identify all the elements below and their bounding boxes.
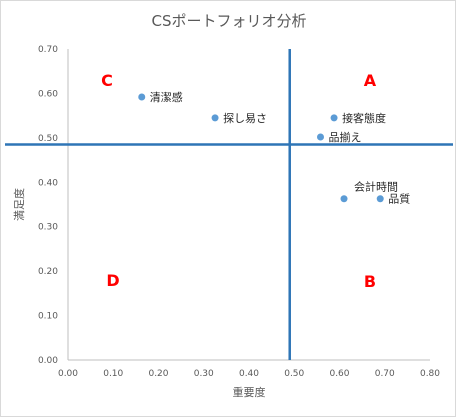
chart-title: CSポートフォリオ分析 xyxy=(152,12,307,30)
point-marker xyxy=(316,133,324,141)
data-point: 探し易さ xyxy=(211,112,267,125)
y-axis-label: 満足度 xyxy=(12,188,26,221)
x-tick-label: 0.50 xyxy=(284,369,304,379)
y-tick-label: 0.50 xyxy=(38,134,58,144)
point-marker xyxy=(340,195,348,203)
data-point: 会計時間 xyxy=(340,180,398,203)
axes: 0.00 0.10 0.20 0.30 0.40 0.50 0.60 0.70 0.80 0.00… xyxy=(38,45,440,379)
y-tick-label: 0.30 xyxy=(38,223,58,233)
quadrant-label-b: B xyxy=(364,272,376,291)
x-tick-label: 0.70 xyxy=(375,369,395,379)
x-axis-label: 重要度 xyxy=(233,385,266,399)
x-tick-label: 0.80 xyxy=(420,369,440,379)
y-tick-label: 0.40 xyxy=(38,178,58,188)
data-point: 品揃え xyxy=(316,131,361,144)
x-tick-label: 0.40 xyxy=(239,369,259,379)
point-label: 品揃え xyxy=(328,131,361,144)
point-label: 探し易さ xyxy=(223,112,267,125)
x-tick-label: 0.20 xyxy=(148,369,168,379)
point-marker xyxy=(211,114,219,122)
point-marker xyxy=(138,93,146,101)
x-tick-label: 0.00 xyxy=(58,369,78,379)
point-label: 清潔感 xyxy=(150,90,183,104)
y-tick-label: 0.10 xyxy=(38,312,58,322)
x-tick-label: 0.60 xyxy=(329,369,349,379)
y-tick-label: 0.70 xyxy=(38,45,58,55)
quadrant-label-c: C xyxy=(101,71,113,90)
data-point: 接客態度 xyxy=(330,111,386,125)
point-marker xyxy=(330,114,338,122)
reference-lines xyxy=(5,49,453,360)
x-tick-label: 0.10 xyxy=(103,369,123,379)
point-label: 接客態度 xyxy=(342,111,386,125)
data-point: 清潔感 xyxy=(138,90,183,104)
y-tick-label: 0.00 xyxy=(38,356,58,366)
point-label: 品質 xyxy=(388,192,410,206)
quadrant-label-d: D xyxy=(106,271,119,290)
quadrant-label-a: A xyxy=(364,71,377,90)
quadrant-labels: A B C D xyxy=(101,71,377,291)
x-tick-label: 0.30 xyxy=(194,369,214,379)
y-tick-label: 0.60 xyxy=(38,89,58,99)
data-point: 品質 xyxy=(376,192,410,206)
point-marker xyxy=(376,195,384,203)
point-label: 会計時間 xyxy=(354,180,398,194)
y-tick-label: 0.20 xyxy=(38,267,58,277)
